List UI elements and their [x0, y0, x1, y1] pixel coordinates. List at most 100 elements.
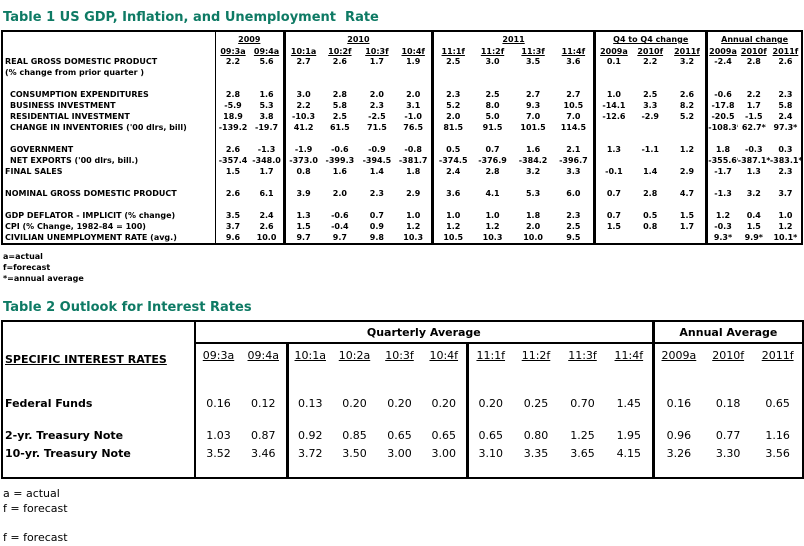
corner-cell	[2, 31, 215, 44]
row-label: REAL GROSS DOMESTIC PRODUCT	[5, 57, 158, 66]
value-cell	[358, 177, 395, 188]
value-cell: -0.6	[331, 145, 349, 154]
value-cell: 9.9*	[744, 233, 763, 242]
col-header-text: 11:2f	[480, 47, 505, 56]
value-cell	[753, 412, 803, 426]
value-cell: 2.3	[778, 167, 793, 176]
value-cell: -14.1	[593, 100, 632, 111]
value-cell: 1.8	[525, 211, 541, 220]
value-cell	[395, 133, 432, 144]
value-cell: -0.3	[705, 221, 738, 232]
row-label: BUSINESS INVESTMENT	[10, 101, 116, 110]
value-cell: -20.5	[705, 111, 738, 122]
value-cell: 1.6	[259, 90, 274, 99]
value-cell: 0.7	[593, 210, 632, 221]
value-cell: -374.5	[430, 155, 473, 166]
value-cell: 3.26	[651, 444, 704, 462]
value-cell: 0.20	[342, 396, 367, 410]
row-label	[2, 78, 215, 89]
value-cell: 2.6	[259, 222, 274, 231]
value-cell: 8.0	[485, 101, 500, 110]
col-header-text: 11:3f	[568, 348, 597, 362]
value-cell	[395, 199, 432, 210]
value-cell	[321, 133, 358, 144]
value-cell: 0.1	[593, 56, 632, 67]
col-header: 2009a	[593, 44, 632, 56]
value-cell	[559, 412, 606, 426]
col-header: 2011f	[753, 343, 803, 366]
value-cell: 1.6	[525, 145, 541, 154]
value-cell: 3.56	[765, 446, 790, 460]
gdp-table-body: REAL GROSS DOMESTIC PRODUCT 2.2 5.6 2.7 2.6 1…	[2, 56, 802, 244]
row-label: CHANGE IN INVENTORIES ('00 dlrs, bill)	[10, 123, 187, 132]
value-cell	[332, 412, 377, 426]
value-cell: 1.5	[679, 211, 695, 220]
value-cell: 2.3	[430, 89, 473, 100]
col-header-text: 10:4f	[401, 47, 425, 56]
row-label: (% change from prior quarter )	[5, 68, 145, 77]
col-header: 10:1a	[285, 343, 332, 366]
row-label	[2, 462, 196, 478]
value-cell	[214, 78, 251, 89]
table-row: GOVERNMENT 2.6 -1.3 -1.9 -0.6 -0.9 -0.8 0.5 0.7 1…	[2, 144, 802, 155]
value-cell: 0.65	[387, 428, 412, 442]
footnote-actual: a = actual	[3, 487, 60, 500]
value-cell	[669, 199, 707, 210]
value-cell	[669, 78, 707, 89]
specific-interest-rates-header-text: SPECIFIC INTEREST RATES	[5, 353, 167, 366]
value-cell: 3.72	[285, 444, 332, 462]
value-cell	[593, 67, 632, 78]
row-label: 2-yr. Treasury Note	[2, 426, 196, 444]
value-cell: 5.2	[679, 112, 695, 121]
table-row: CONSUMPTION EXPENDITURES 2.8 1.6 3.0 2.8 2.0 2…	[2, 89, 802, 100]
value-cell: 2.4	[778, 112, 793, 121]
col-header-text: 2010f	[740, 47, 767, 56]
value-cell	[513, 412, 559, 426]
spacer-row	[2, 199, 802, 210]
gdp-table: 2009 2010 2011 Q4 to Q4 change Annual change…	[1, 30, 803, 245]
value-cell: 2.3	[369, 189, 384, 198]
value-cell	[705, 177, 738, 188]
value-cell	[738, 78, 770, 89]
value-cell: 3.1	[406, 101, 421, 110]
value-cell	[770, 78, 802, 89]
value-cell	[513, 67, 554, 78]
value-cell: 3.3	[566, 167, 581, 176]
value-cell: 61.5	[329, 123, 350, 132]
col-header: 10:4f	[422, 343, 467, 366]
row-label: CIVILIAN UNEMPLOYMENT RATE (avg.)	[5, 233, 177, 242]
value-cell	[282, 67, 322, 78]
value-cell	[195, 366, 241, 394]
spacer-row	[2, 412, 803, 426]
table-row: Federal Funds 0.16 0.12 0.13 0.20 0.20 0.20 0.2…	[2, 394, 803, 412]
value-cell: 7.0	[525, 112, 541, 121]
value-cell	[250, 67, 284, 78]
value-cell	[285, 462, 332, 478]
row-label-header	[2, 44, 215, 56]
value-cell	[705, 199, 738, 210]
value-cell	[422, 462, 467, 478]
value-cell	[669, 133, 707, 144]
table-row: CHANGE IN INVENTORIES ('00 dlrs, bill) -1…	[2, 122, 802, 133]
value-cell: -0.4	[331, 222, 349, 231]
value-cell: 1.95	[616, 428, 642, 442]
value-cell	[703, 412, 753, 426]
col-header: 09:4a	[241, 343, 287, 366]
value-cell: 0.5	[430, 144, 473, 155]
value-cell: 3.10	[465, 444, 513, 462]
value-cell	[430, 78, 473, 89]
value-cell	[395, 78, 432, 89]
value-cell: 2.9	[679, 167, 695, 176]
value-cell: -381.7	[398, 156, 428, 165]
col-header-text: 11:4f	[561, 47, 586, 56]
value-cell: -0.3	[745, 145, 763, 154]
value-cell: 0.8	[282, 166, 322, 177]
value-cell: 0.7	[369, 211, 384, 220]
table2-title: Table 2 Outlook for Interest Rates	[3, 300, 252, 315]
value-cell: 0.7	[593, 188, 632, 199]
table-row: RESIDENTIAL INVESTMENT 18.9 3.8 -10.3 2.5 -2.…	[2, 111, 802, 122]
value-cell: 2.8	[332, 90, 347, 99]
value-cell	[195, 412, 241, 426]
value-cell: 3.30	[715, 446, 741, 460]
value-cell	[632, 155, 669, 166]
